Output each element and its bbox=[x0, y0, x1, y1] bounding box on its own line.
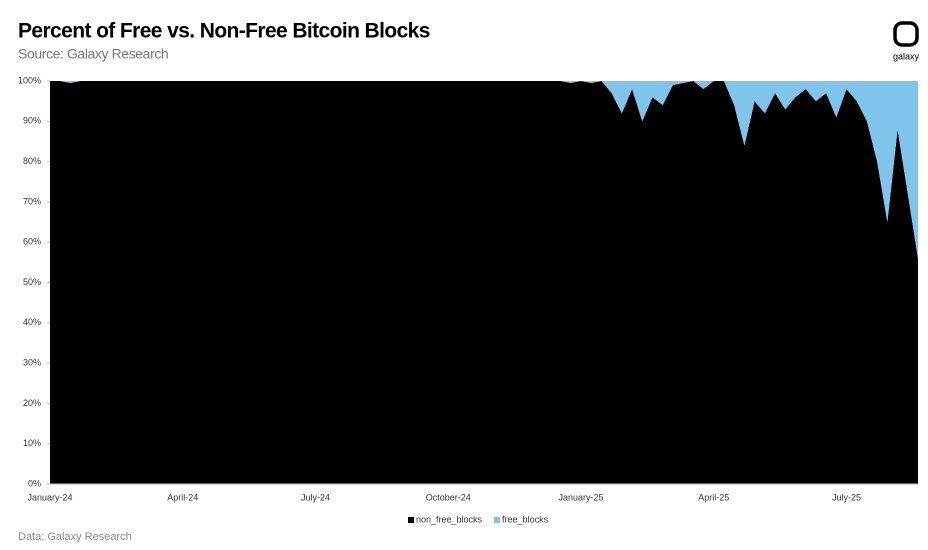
y-tick-label: 20% bbox=[23, 398, 41, 408]
y-tick-label: 10% bbox=[23, 438, 41, 448]
x-tick-label: January-25 bbox=[558, 492, 603, 502]
x-tick-label: July-24 bbox=[301, 492, 330, 502]
y-tick-label: 40% bbox=[23, 317, 41, 327]
logo-text: galaxy bbox=[893, 51, 920, 61]
y-tick-label: 80% bbox=[23, 156, 41, 166]
y-tick-label: 70% bbox=[23, 196, 41, 206]
y-tick-label: 0% bbox=[28, 478, 41, 488]
area bbox=[50, 81, 918, 484]
y-tick-label: 60% bbox=[23, 237, 41, 247]
logo-icon bbox=[893, 21, 919, 47]
chart-footer: Data: Galaxy Research bbox=[18, 531, 132, 543]
chart-subtitle: Source: Galaxy Research bbox=[18, 46, 168, 62]
x-tick-label: January-24 bbox=[27, 492, 72, 502]
x-tick-label: April-25 bbox=[698, 492, 729, 502]
x-tick-label: October-24 bbox=[426, 492, 471, 502]
legend-label: free_blocks bbox=[502, 514, 549, 524]
y-tick-label: 100% bbox=[18, 75, 41, 85]
chart-title: Percent of Free vs. Non-Free Bitcoin Blo… bbox=[18, 20, 430, 43]
y-tick-label: 50% bbox=[23, 277, 41, 287]
x-tick-label: April-24 bbox=[167, 492, 198, 502]
area bbox=[50, 81, 918, 259]
legend-swatch bbox=[408, 517, 414, 523]
x-tick-label: July-25 bbox=[832, 492, 861, 502]
legend-swatch bbox=[494, 517, 501, 523]
y-tick-label: 30% bbox=[23, 357, 41, 367]
y-tick-label: 90% bbox=[23, 116, 41, 126]
legend-label: non_free_blocks bbox=[416, 514, 483, 524]
